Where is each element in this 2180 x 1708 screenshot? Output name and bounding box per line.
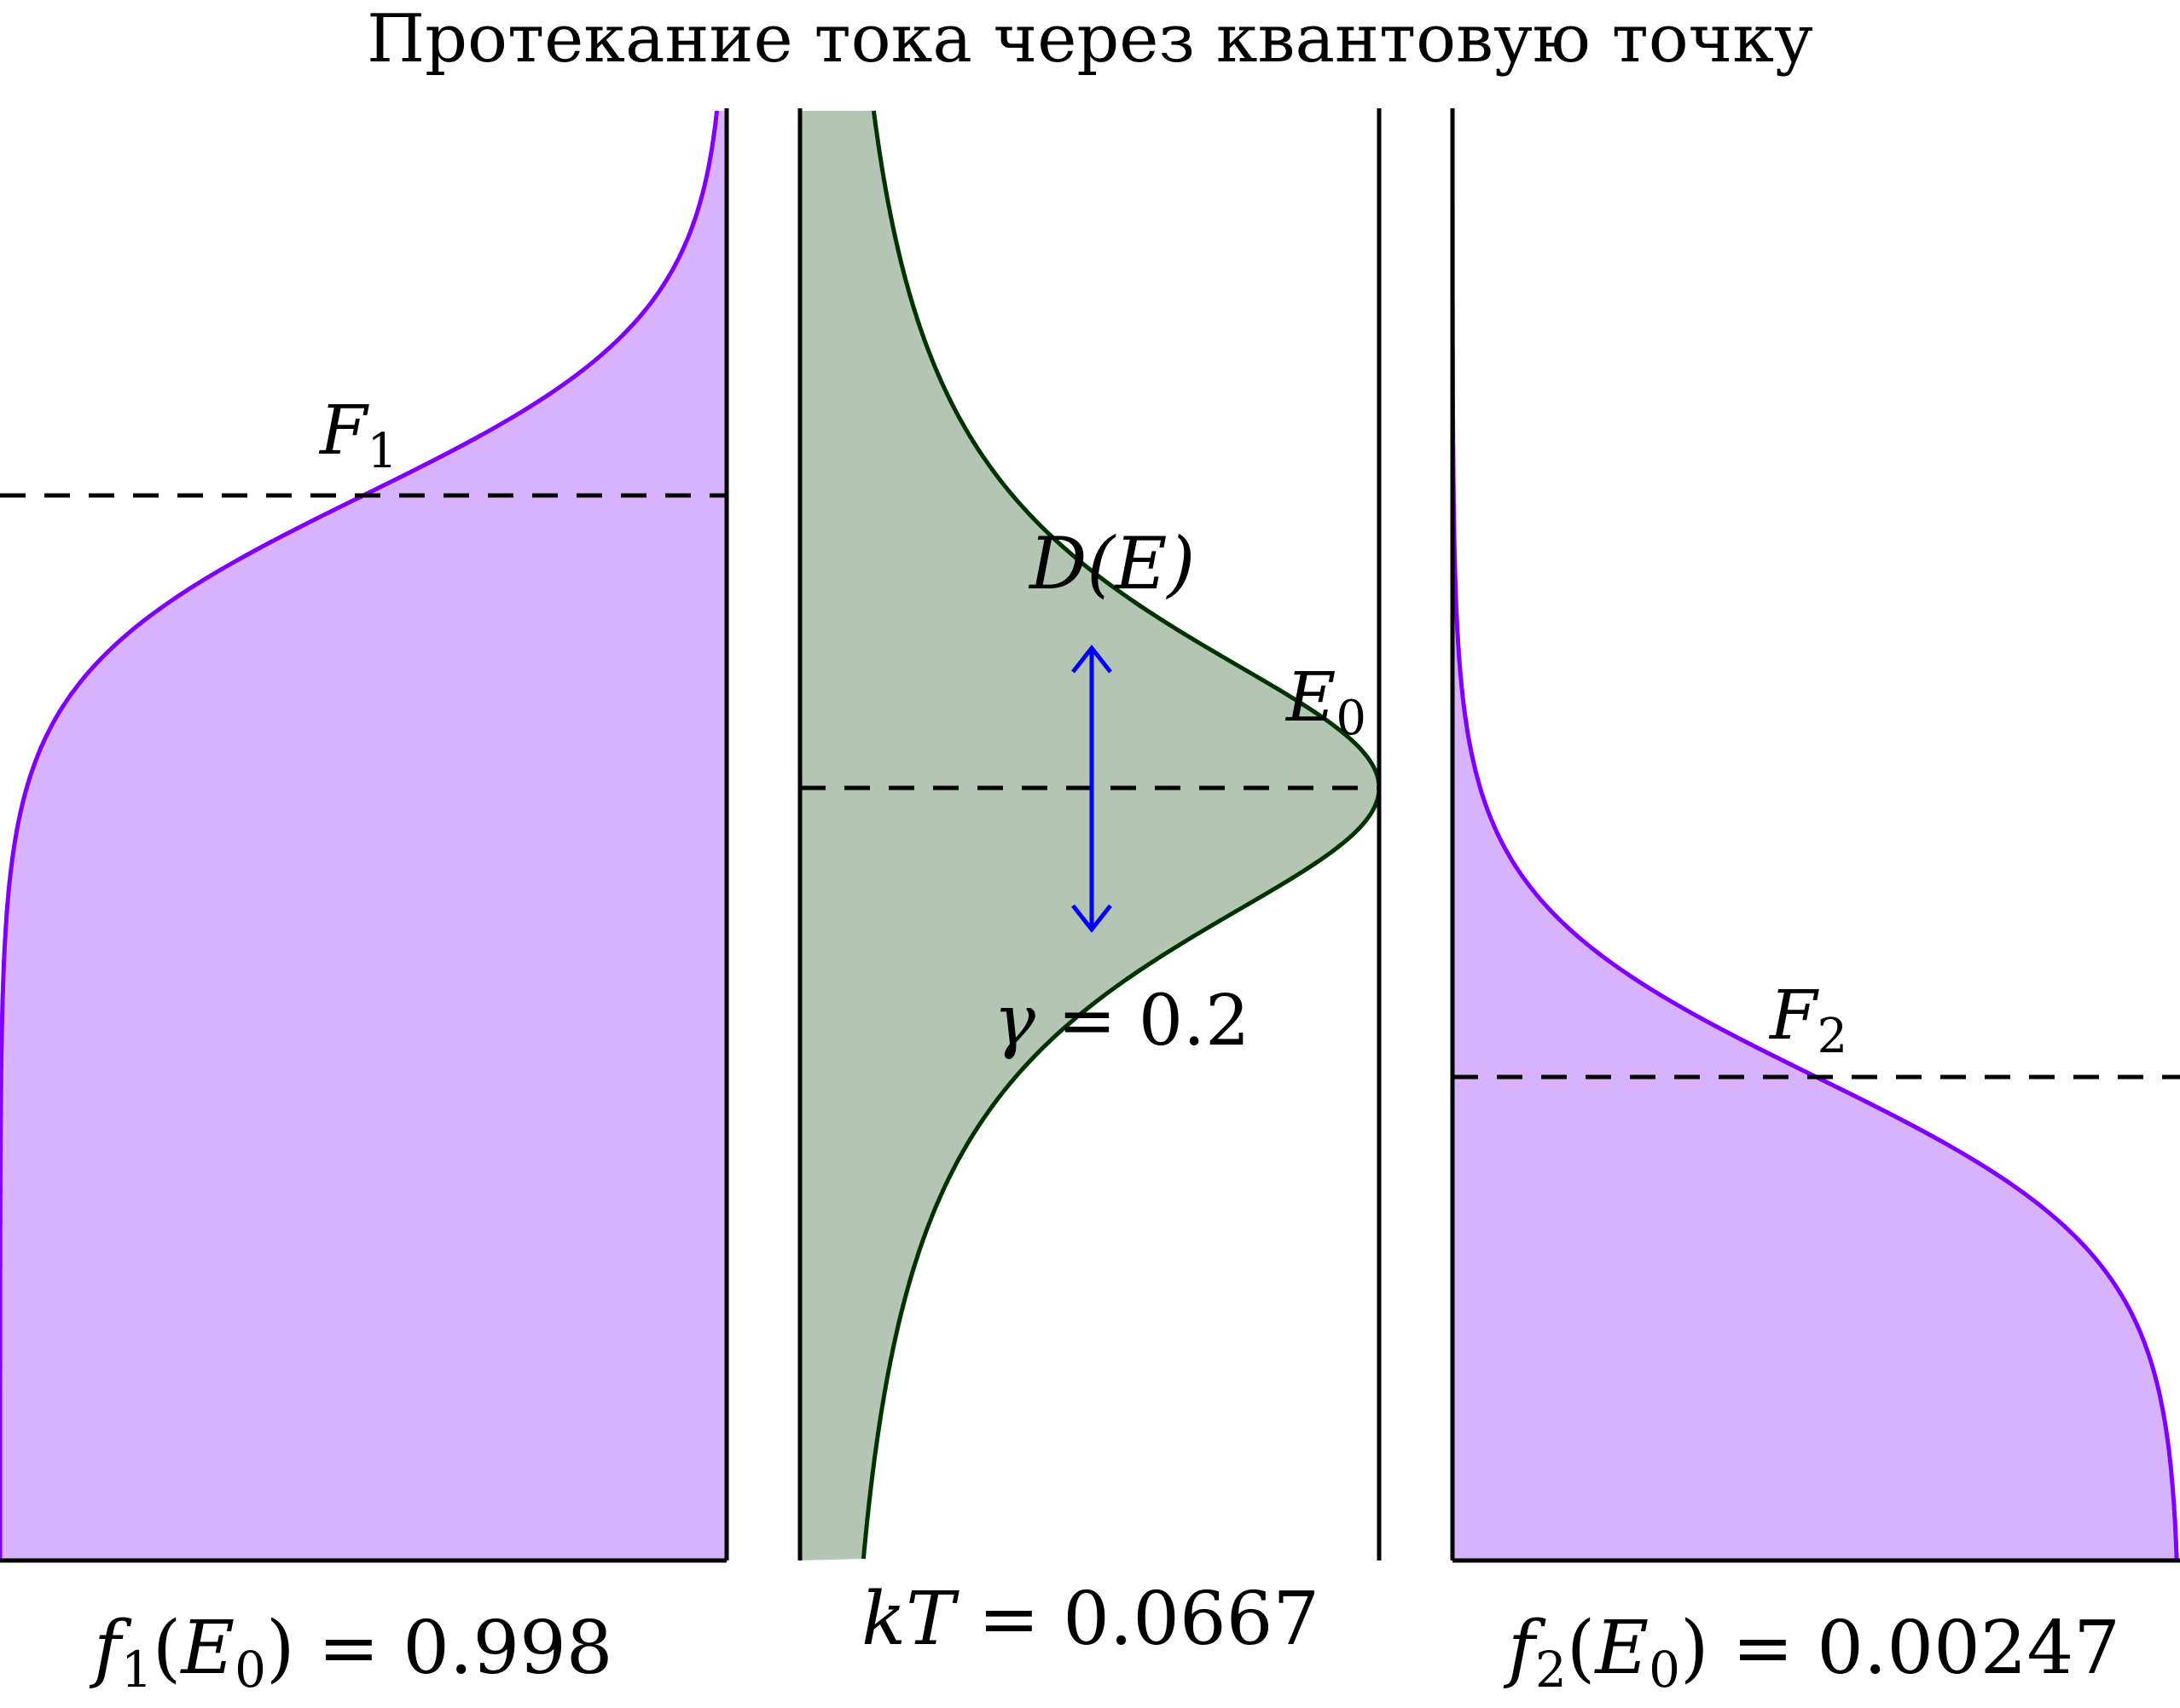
fermi-1-fill [0,111,727,1560]
f1-value-label: f1(E0) = 0.998 [89,1606,613,1699]
diagram-title: Протекание тока через квантовую точку [367,1,1813,78]
kt-label: kT = 0.0667 [861,1577,1319,1662]
e0-label: E0 [1284,657,1366,746]
gamma-arrow-head-bottom [1071,904,1112,934]
gamma-arrow-head-top [1071,644,1112,674]
f2-value-label: f2(E0) = 0.00247 [1503,1606,2120,1699]
lead-1-panel [0,108,729,1563]
quantum-dot-panel [797,108,1382,1560]
lead-2-panel [1450,108,2180,1563]
fermi-1-curve [0,110,719,1560]
dos-label: D(E) [1028,522,1195,605]
dos-curve [861,110,1382,1560]
fermi-level-1-label: F1 [318,391,397,479]
fermi-2-fill [1452,111,2177,1560]
fermi-level-2-label: F2 [1768,976,1847,1064]
gamma-label: γ = 0.2 [994,981,1249,1062]
